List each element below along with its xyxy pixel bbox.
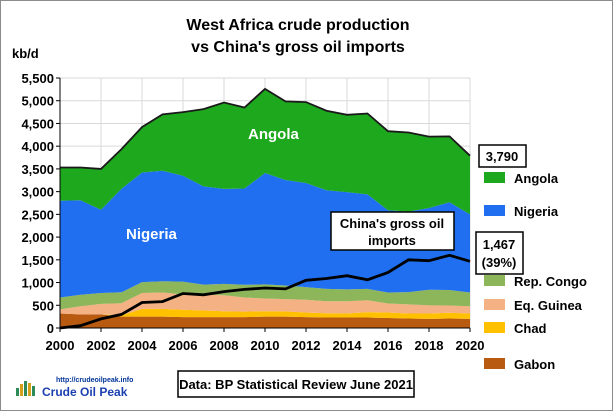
y-tick-label: 0 xyxy=(47,321,54,336)
logo: http://crudeoilpeak.info Crude Oil Peak xyxy=(12,372,133,400)
source-box xyxy=(177,370,415,398)
y-tick-label: 1,500 xyxy=(21,253,54,268)
total-production-line xyxy=(60,87,471,170)
china-imports-path xyxy=(59,253,471,330)
area-eq-guinea xyxy=(60,292,470,316)
axes: 0 500 1,000 1,500 2,000 2,500 3,000 3,500 4,000 4… xyxy=(21,71,484,353)
y-tick-label: 500 xyxy=(32,298,54,313)
nigeria-area-label: Nigeria xyxy=(126,226,178,243)
area-gabon xyxy=(60,313,470,328)
china-imports-callout-line1: China's gross oil xyxy=(340,216,444,231)
x-tick-label: 2004 xyxy=(128,338,158,353)
chart-title-line2: vs China's gross oil imports xyxy=(191,39,405,56)
x-tick-label: 2008 xyxy=(210,338,239,353)
y-axis-unit: kb/d xyxy=(12,46,39,61)
area-angola xyxy=(60,88,470,215)
stacked-areas xyxy=(60,87,471,328)
legend-label: Gabon xyxy=(514,357,555,372)
area-rep-congo xyxy=(60,281,470,310)
legend-swatch xyxy=(484,299,505,310)
y-tick-label: 5,500 xyxy=(21,71,54,86)
logo-name: Crude Oil Peak xyxy=(42,385,128,399)
y-tick-label: 2,000 xyxy=(21,230,54,245)
y-tick-label: 4,500 xyxy=(21,116,54,131)
legend: Angola Nigeria Rep. Congo Eq. Guinea Chad Gab… xyxy=(484,171,587,372)
area-chad xyxy=(60,308,470,319)
china-imports-line xyxy=(59,253,471,330)
legend-swatch xyxy=(484,275,505,286)
y-tick-label: 4,000 xyxy=(21,139,54,154)
y-tick-label: 1,000 xyxy=(21,276,54,291)
china-imports-callout-box xyxy=(330,211,455,251)
x-tick-label: 2020 xyxy=(456,338,485,353)
logo-url: http://crudeoilpeak.info xyxy=(56,377,133,384)
imports-value-callout-box xyxy=(475,231,524,275)
x-tick-label: 2006 xyxy=(169,338,198,353)
x-tick-label: 2010 xyxy=(251,338,280,353)
x-tick-label: 2018 xyxy=(415,338,444,353)
x-tick-label: 2012 xyxy=(292,338,321,353)
imports-value-callout-number: 1,467 xyxy=(483,237,516,252)
source-text: Data: BP Statistical Review June 2021 xyxy=(179,377,413,392)
legend-swatch xyxy=(484,205,505,216)
china-imports-callout-line2: imports xyxy=(368,233,416,248)
legend-label: Nigeria xyxy=(514,204,559,219)
x-tick-label: 2002 xyxy=(87,338,116,353)
legend-label: Rep. Congo xyxy=(514,274,587,289)
legend-label: Angola xyxy=(514,171,559,186)
area-nigeria xyxy=(60,170,470,298)
x-tick-label: 2014 xyxy=(333,338,363,353)
legend-swatch xyxy=(484,322,505,333)
total-callout-box xyxy=(478,144,527,168)
imports-value-callout-percent: (39%) xyxy=(482,255,517,270)
total-callout-value: 3,790 xyxy=(486,149,519,164)
legend-label: Chad xyxy=(514,321,547,336)
y-tick-label: 3,500 xyxy=(21,162,54,177)
x-tick-label: 2000 xyxy=(46,338,75,353)
angola-area-label: Angola xyxy=(248,126,299,143)
chart-title-line1: West Africa crude production xyxy=(186,17,409,34)
x-tick-label: 2016 xyxy=(374,338,403,353)
y-tick-label: 3,000 xyxy=(21,185,54,200)
y-tick-label: 5,000 xyxy=(21,94,54,109)
legend-label: Eq. Guinea xyxy=(514,298,583,313)
y-tick-label: 2,500 xyxy=(21,207,54,222)
logo-bars-icon xyxy=(16,381,35,396)
legend-swatch xyxy=(484,358,505,369)
legend-swatch xyxy=(484,172,505,183)
